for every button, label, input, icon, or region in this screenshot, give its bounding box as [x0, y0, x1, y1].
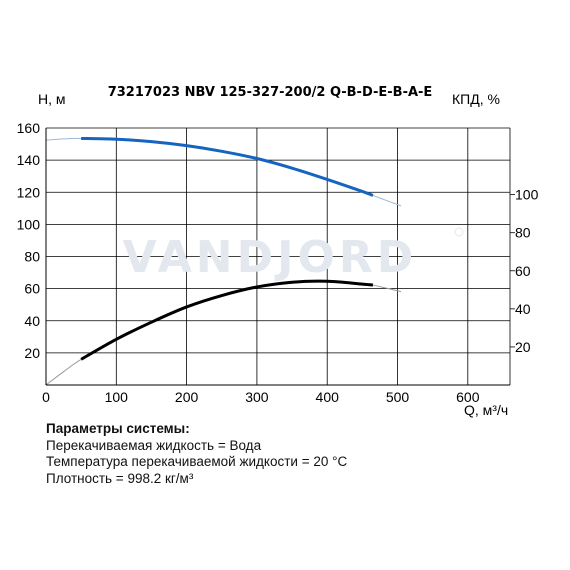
y-right-tick-label: 100	[515, 187, 539, 203]
y-left-tick-label: 20	[24, 345, 40, 361]
grid	[46, 127, 511, 385]
parameters-heading: Параметры системы:	[46, 421, 190, 436]
y-right-tick-label: 80	[515, 225, 531, 241]
parameter-density: Плотность = 998.2 кг/м³	[46, 470, 194, 486]
x-tick-label: 500	[386, 389, 410, 405]
y-left-tick-label: 80	[24, 249, 40, 265]
parameter-temperature: Температура перекачиваемой жидкости = 20…	[46, 454, 348, 469]
x-tick-label: 400	[316, 389, 340, 405]
y-left-tick-label: 160	[17, 120, 41, 136]
pump-curve-chart: VANDJORD 0 100 200 300 400 500 600 20 40 60 80 100 1…	[17, 85, 539, 418]
efficiency-curve	[80, 279, 374, 361]
y-right-tick-label: 60	[515, 263, 531, 279]
y-right-tick-label: 20	[515, 339, 531, 355]
chart-title: 73217023 NBV 125-327-200/2 Q-B-D-E-B-A-E	[108, 85, 433, 100]
y-left-tick-label: 40	[24, 313, 40, 329]
y-left-tick-label: 120	[17, 184, 41, 200]
head-curve	[81, 136, 374, 197]
efficiency-curve-extension	[45, 280, 402, 386]
system-parameters: Параметры системы: Перекачиваемая жидкос…	[46, 421, 347, 487]
parameter-liquid: Перекачиваемая жидкость = Вода	[46, 437, 262, 453]
x-tick-label: 0	[42, 389, 50, 405]
x-tick-label: 300	[245, 389, 269, 405]
y-left-tick-label: 140	[17, 152, 41, 168]
head-curve-extension	[45, 137, 402, 207]
registered-mark-icon	[454, 227, 464, 237]
y-axis-right-label: КПД, %	[452, 91, 500, 107]
y-left-tick-label: 60	[24, 281, 40, 297]
axes: 0 100 200 300 400 500 600 20 40 60 80 100 120 140 160 2…	[17, 120, 539, 405]
x-tick-label: 200	[175, 389, 199, 405]
x-axis-label: Q, м³/ч	[464, 402, 508, 418]
curves	[45, 136, 402, 386]
watermark-logo: VANDJORD	[123, 227, 464, 283]
y-right-tick-label: 40	[515, 301, 531, 317]
y-axis-left-label: H, м	[38, 91, 66, 107]
x-tick-label: 600	[456, 389, 480, 405]
watermark-text: VANDJORD	[123, 232, 418, 283]
y-left-tick-label: 100	[17, 216, 41, 232]
x-tick-label: 100	[105, 389, 129, 405]
